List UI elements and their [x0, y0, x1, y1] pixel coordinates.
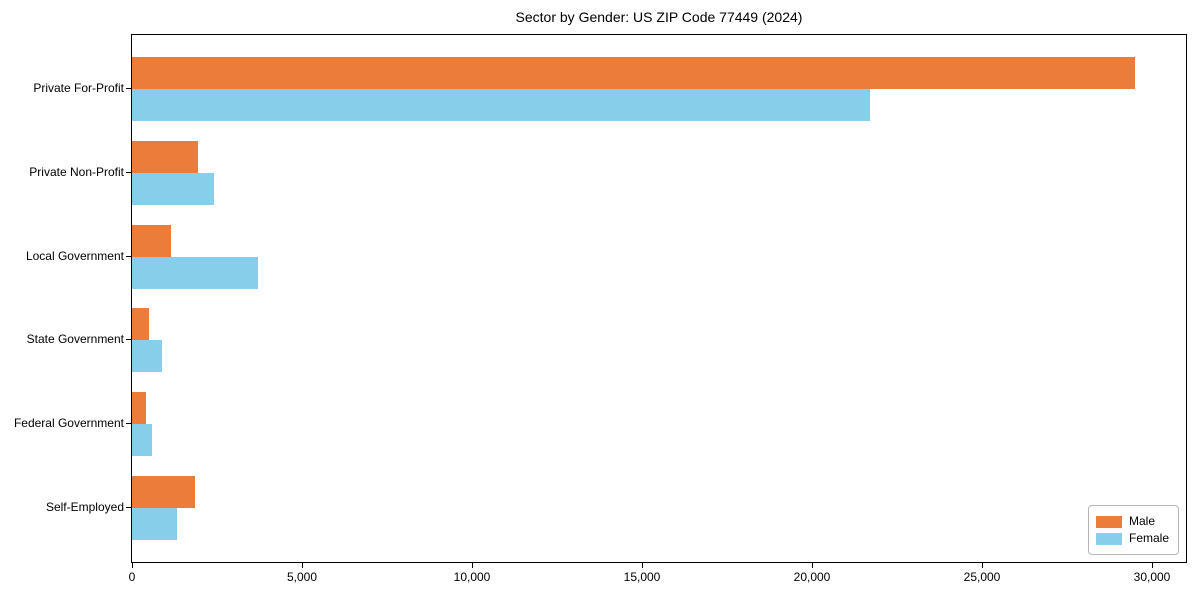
- bar-male-state-government: [132, 308, 149, 340]
- x-tick-mark-20000: [812, 563, 813, 568]
- x-tick-label-25000: 25,000: [963, 570, 1001, 584]
- bar-male-private-for-profit: [132, 57, 1135, 89]
- legend-label-male: Male: [1128, 514, 1155, 528]
- bar-female-federal-government: [132, 424, 152, 456]
- bar-female-private-non-profit: [132, 173, 214, 205]
- x-tick-mark-30000: [1152, 563, 1153, 568]
- y-tick-label-private-for-profit: Private For-Profit: [33, 81, 124, 95]
- y-tick-label-state-government: State Government: [26, 332, 124, 346]
- legend: Male Female: [1087, 505, 1179, 555]
- x-tick-label-30000: 30,000: [1133, 570, 1171, 584]
- y-tick-label-local-government: Local Government: [25, 249, 124, 263]
- bar-female-self-employed: [132, 508, 177, 540]
- y-tick-mark-private-for-profit: [126, 88, 131, 89]
- y-tick-label-federal-government: Federal Government: [13, 416, 124, 430]
- y-tick-label-self-employed: Self-Employed: [45, 500, 124, 514]
- y-tick-mark-local-government: [126, 256, 131, 257]
- legend-item-female: Female: [1095, 531, 1169, 546]
- x-tick-label-5000: 5,000: [286, 570, 318, 584]
- legend-item-male: Male: [1095, 514, 1169, 529]
- chart-title: Sector by Gender: US ZIP Code 77449 (202…: [515, 9, 803, 25]
- bar-male-self-employed: [132, 476, 195, 508]
- plot-area: Male Female: [131, 34, 1187, 563]
- bar-female-private-for-profit: [132, 89, 870, 121]
- y-tick-mark-self-employed: [126, 507, 131, 508]
- x-tick-label-20000: 20,000: [793, 570, 831, 584]
- bar-male-local-government: [132, 225, 171, 257]
- bar-female-local-government: [132, 257, 258, 289]
- y-tick-label-private-non-profit: Private Non-Profit: [29, 165, 124, 179]
- bar-male-private-non-profit: [132, 141, 198, 173]
- legend-swatch-male: [1095, 515, 1122, 528]
- x-tick-mark-10000: [472, 563, 473, 568]
- x-tick-mark-5000: [302, 563, 303, 568]
- bar-male-federal-government: [132, 392, 146, 424]
- x-tick-mark-15000: [642, 563, 643, 568]
- y-tick-mark-federal-government: [126, 423, 131, 424]
- x-tick-label-10000: 10,000: [453, 570, 491, 584]
- x-tick-mark-0: [132, 563, 133, 568]
- y-tick-mark-private-non-profit: [126, 172, 131, 173]
- legend-swatch-female: [1095, 532, 1122, 545]
- x-tick-label-0: 0: [128, 570, 136, 584]
- x-tick-mark-25000: [982, 563, 983, 568]
- x-tick-label-15000: 15,000: [623, 570, 661, 584]
- legend-label-female: Female: [1128, 531, 1169, 545]
- bar-female-state-government: [132, 340, 162, 372]
- y-tick-mark-state-government: [126, 339, 131, 340]
